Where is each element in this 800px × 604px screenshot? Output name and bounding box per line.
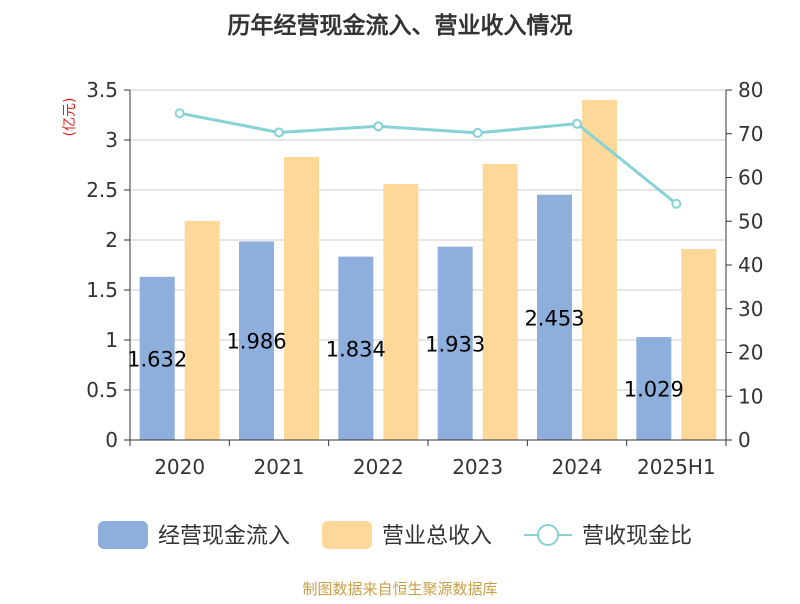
bar-cash-inflow xyxy=(636,337,672,440)
left-axis-tick-label: 2 xyxy=(105,228,118,252)
right-axis-tick-label: 20 xyxy=(738,341,763,365)
data-label-cash-inflow: 1.029 xyxy=(624,378,684,402)
legend-label-cash-inflow: 经营现金流入 xyxy=(158,524,290,549)
left-axis-tick-label: 3.5 xyxy=(86,78,118,102)
left-axis-tick-label: 1.5 xyxy=(86,278,118,302)
data-label-cash-inflow: 1.933 xyxy=(425,332,485,356)
legend-label-total-revenue: 营业总收入 xyxy=(382,524,492,549)
x-axis-tick-label: 2020 xyxy=(154,455,205,479)
bar-cash-inflow xyxy=(139,276,175,440)
right-axis-tick-label: 40 xyxy=(738,253,763,277)
x-axis-tick-label: 2023 xyxy=(452,455,503,479)
bar-cash-inflow xyxy=(338,256,374,440)
bar-cash-inflow xyxy=(437,246,473,440)
right-axis-tick-label: 10 xyxy=(738,384,763,408)
axes-layer: 0 0.5 1 1.5 2 2.5 3 3.5 0 10 20 30 40 50 60 70 80 2020 202… xyxy=(86,78,763,479)
left-axis-tick-label: 3 xyxy=(105,128,118,152)
bar-total-revenue xyxy=(383,184,419,440)
x-axis-tick-label: 2025H1 xyxy=(637,455,716,479)
ratio-point xyxy=(274,127,284,138)
ratio-point xyxy=(671,198,682,209)
right-axis-tick-label: 30 xyxy=(738,297,763,321)
data-labels-layer: 1.632 1.986 1.834 1.933 2.453 1.029 xyxy=(127,306,684,401)
legend-label-ratio: 营收现金比 xyxy=(582,524,692,549)
x-axis-tick-label: 2024 xyxy=(552,455,603,479)
chart-title: 历年经营现金流入、营业收入情况 xyxy=(228,12,573,39)
x-axis-tick-label: 2022 xyxy=(353,455,404,479)
data-label-cash-inflow: 2.453 xyxy=(524,306,584,330)
bar-cash-inflow xyxy=(239,241,274,440)
right-axis-tick-label: 80 xyxy=(738,78,763,102)
ratio-point xyxy=(373,121,384,132)
ratio-line xyxy=(179,111,678,205)
source-footer: 制图数据来自恒生聚源数据库 xyxy=(302,580,498,598)
legend-swatch-cash-inflow xyxy=(98,521,148,549)
right-axis-tick-label: 0 xyxy=(738,428,751,452)
legend: 经营现金流入 营业总收入 营收现金比 xyxy=(98,521,692,549)
left-axis-tick-label: 1 xyxy=(105,328,118,352)
left-axis-tick-label: 0.5 xyxy=(86,378,118,402)
right-axis-tick-label: 70 xyxy=(738,122,763,146)
x-axis-tick-label: 2021 xyxy=(254,455,305,479)
legend-marker-ratio xyxy=(537,524,559,546)
right-axis-tick-label: 60 xyxy=(738,166,763,190)
bars-layer xyxy=(139,100,717,440)
bar-total-revenue xyxy=(482,164,518,440)
left-axis-tick-label: 2.5 xyxy=(86,178,118,202)
bar-total-revenue xyxy=(582,100,617,440)
ratio-point xyxy=(472,127,483,138)
line-layer xyxy=(174,108,682,209)
bar-cash-inflow xyxy=(537,194,572,440)
data-label-cash-inflow: 1.986 xyxy=(226,330,286,354)
data-label-cash-inflow: 1.834 xyxy=(326,337,386,361)
grid-lines xyxy=(130,89,726,391)
legend-swatch-total-revenue xyxy=(322,521,372,549)
bar-total-revenue xyxy=(681,249,717,440)
bar-total-revenue xyxy=(284,157,319,440)
data-label-cash-inflow: 1.632 xyxy=(127,347,187,371)
right-axis-tick-label: 50 xyxy=(738,209,763,233)
ratio-point xyxy=(174,108,185,119)
bar-total-revenue xyxy=(184,221,220,440)
left-axis-tick-label: 0 xyxy=(105,428,118,452)
ratio-point xyxy=(572,118,582,129)
left-axis-unit-label: (亿元) xyxy=(62,98,78,137)
